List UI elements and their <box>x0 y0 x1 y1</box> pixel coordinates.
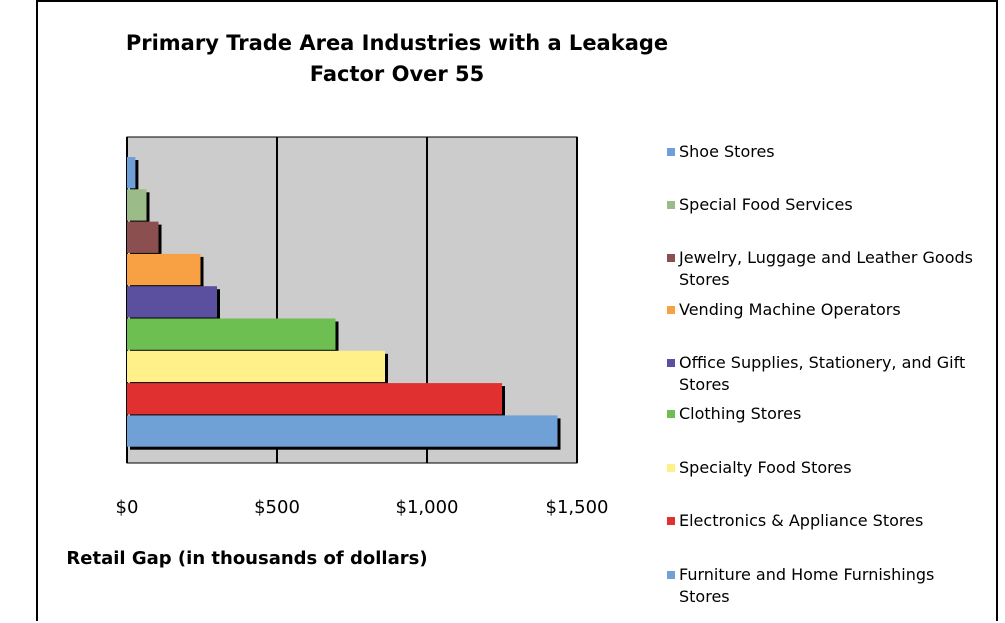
bar <box>127 383 502 415</box>
legend-label: Electronics & Appliance Stores <box>679 511 924 530</box>
legend-item: Vending Machine Operators <box>667 299 987 321</box>
legend-swatch <box>667 571 675 579</box>
x-tick-label: $0 <box>116 497 139 518</box>
bar <box>127 221 159 253</box>
legend-swatch <box>667 464 675 472</box>
legend-label: Jewelry, Luggage and Leather Goods Store… <box>679 248 973 289</box>
legend-label: Shoe Stores <box>679 142 775 161</box>
legend-item: Jewelry, Luggage and Leather Goods Store… <box>667 247 987 291</box>
x-tick-label: $500 <box>254 497 300 518</box>
legend-item: Specialty Food Stores <box>667 457 987 479</box>
legend-label: Office Supplies, Stationery, and Gift St… <box>679 353 966 394</box>
x-tick-label: $1,500 <box>546 497 609 518</box>
bar <box>127 318 336 350</box>
legend-label: Clothing Stores <box>679 404 802 423</box>
bar <box>127 253 201 286</box>
legend-swatch <box>667 148 675 156</box>
legend-item: Clothing Stores <box>667 403 987 425</box>
legend-swatch <box>667 359 675 367</box>
legend-item: Electronics & Appliance Stores <box>667 510 987 532</box>
legend-swatch <box>667 201 675 209</box>
legend-label: Specialty Food Stores <box>679 458 852 477</box>
bar <box>127 350 385 383</box>
legend-label: Special Food Services <box>679 195 853 214</box>
legend-item: Office Supplies, Stationery, and Gift St… <box>667 352 987 396</box>
chart-title: Primary Trade Area Industries with a Lea… <box>125 31 669 86</box>
bar <box>127 286 217 318</box>
legend-item: Special Food Services <box>667 194 987 216</box>
bar <box>127 189 147 221</box>
x-axis-label: Retail Gap (in thousands of dollars) <box>66 548 428 569</box>
legend-label: Furniture and Home Furnishings Stores <box>679 565 935 606</box>
bar <box>127 415 558 447</box>
legend-swatch <box>667 410 675 418</box>
legend-swatch <box>667 306 675 314</box>
chart-frame <box>36 0 998 621</box>
legend-item: Furniture and Home Furnishings Stores <box>667 564 987 608</box>
legend-swatch <box>667 517 675 525</box>
legend-item: Shoe Stores <box>667 141 987 163</box>
bar <box>127 157 136 189</box>
x-tick-label: $1,000 <box>396 497 459 518</box>
legend-label: Vending Machine Operators <box>679 300 901 319</box>
legend-swatch <box>667 254 675 262</box>
